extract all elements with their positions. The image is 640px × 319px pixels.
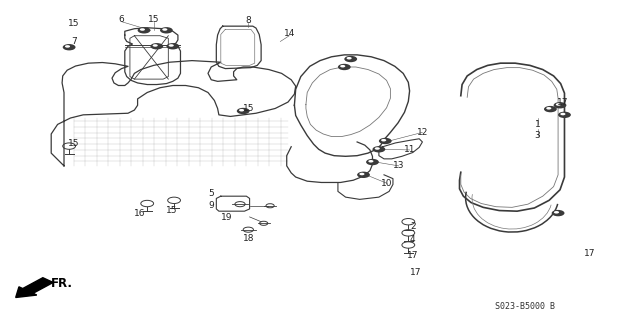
Text: 1: 1	[535, 120, 540, 129]
Text: 10: 10	[381, 179, 393, 188]
Circle shape	[556, 103, 561, 106]
Text: S023-B5000 B: S023-B5000 B	[495, 302, 555, 311]
Circle shape	[547, 107, 552, 110]
Text: 11: 11	[404, 145, 415, 154]
Circle shape	[558, 112, 571, 118]
Circle shape	[239, 109, 244, 112]
Circle shape	[237, 108, 250, 114]
Text: 12: 12	[417, 128, 428, 137]
Text: 4: 4	[410, 235, 415, 244]
Text: 17: 17	[584, 249, 596, 258]
Circle shape	[163, 28, 168, 31]
Circle shape	[150, 43, 163, 49]
Text: 15: 15	[148, 15, 159, 24]
Text: 15: 15	[68, 139, 79, 148]
Text: 7: 7	[71, 37, 76, 46]
Text: 16: 16	[134, 209, 145, 218]
Circle shape	[366, 159, 379, 165]
Circle shape	[166, 43, 179, 49]
Text: FR.: FR.	[51, 277, 73, 290]
Circle shape	[160, 27, 173, 33]
Text: 17: 17	[407, 251, 419, 260]
Text: 15: 15	[68, 19, 79, 28]
Text: 14: 14	[284, 29, 295, 38]
Circle shape	[554, 102, 566, 108]
Text: 15: 15	[166, 206, 177, 215]
Text: 3: 3	[535, 131, 540, 140]
Circle shape	[381, 139, 387, 142]
Circle shape	[338, 64, 351, 70]
Text: 9: 9	[209, 201, 214, 210]
Text: 6: 6	[119, 15, 124, 24]
Circle shape	[375, 147, 380, 150]
Circle shape	[152, 44, 157, 47]
Text: 17: 17	[410, 268, 422, 277]
Text: 5: 5	[209, 189, 214, 198]
Text: 2: 2	[410, 222, 415, 231]
Text: 17: 17	[557, 98, 569, 107]
Circle shape	[369, 160, 374, 163]
Circle shape	[138, 27, 150, 33]
Circle shape	[544, 106, 557, 112]
Circle shape	[360, 173, 365, 175]
Circle shape	[347, 57, 352, 60]
Circle shape	[344, 56, 357, 62]
Text: 18: 18	[243, 234, 254, 243]
Circle shape	[372, 146, 385, 152]
Circle shape	[63, 44, 76, 50]
Circle shape	[554, 211, 559, 214]
Circle shape	[552, 210, 564, 216]
Circle shape	[65, 45, 70, 48]
Circle shape	[169, 44, 174, 47]
Text: 15: 15	[243, 104, 254, 113]
Circle shape	[357, 172, 370, 178]
Text: 19: 19	[221, 213, 233, 222]
Circle shape	[561, 113, 566, 115]
FancyArrow shape	[16, 278, 53, 298]
Circle shape	[140, 28, 145, 31]
Text: 13: 13	[393, 161, 404, 170]
Circle shape	[340, 65, 346, 68]
Circle shape	[379, 138, 392, 144]
Text: 8: 8	[246, 16, 251, 25]
